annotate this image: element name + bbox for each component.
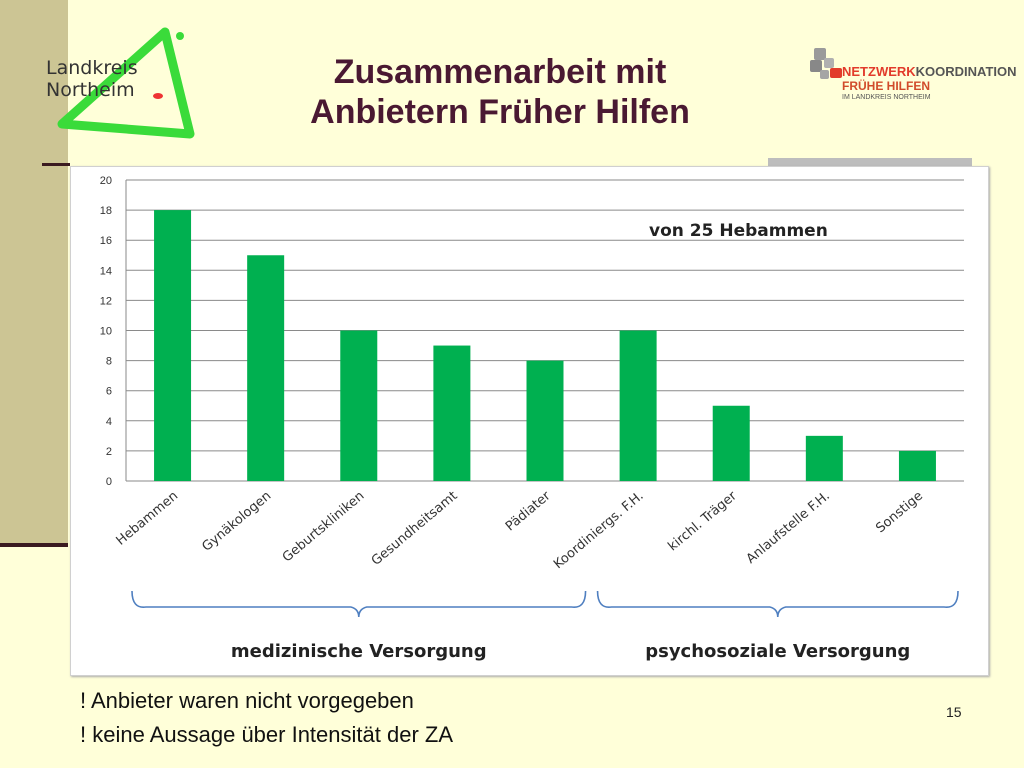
y-tick-label: 14 xyxy=(100,265,112,277)
logo-right-line2: FRÜHE HILFEN xyxy=(842,79,930,93)
y-tick-label: 6 xyxy=(106,386,112,398)
bar xyxy=(805,435,843,481)
title-line2: Anbietern Früher Hilfen xyxy=(310,93,690,131)
y-tick-label: 2 xyxy=(106,446,112,458)
landkreis-logo-text: Landkreis Northeim xyxy=(46,57,138,101)
note-line1: ! Anbieter waren nicht vorgegeben xyxy=(80,688,414,713)
landkreis-logo xyxy=(40,24,210,144)
x-tick-label: Geburtskliniken xyxy=(280,489,368,566)
page-title: Zusammenarbeit mit Anbietern Früher Hilf… xyxy=(230,52,770,132)
x-tick-label: Koordiniergs. F.H. xyxy=(551,489,647,573)
bar-chart: 0 2 4 6 8 10 12 14 16 18 20 Hebammen Gynäkologen Gebu… xyxy=(100,175,964,662)
header-divider-right xyxy=(768,158,972,166)
title-line1: Zusammenarbeit mit xyxy=(333,53,667,91)
bar xyxy=(898,450,936,481)
notes: ! Anbieter waren nicht vorgegeben ! kein… xyxy=(80,684,453,752)
y-tick-label: 18 xyxy=(100,205,112,217)
group-brace xyxy=(596,590,959,618)
bar xyxy=(712,405,750,481)
header-divider-left xyxy=(42,163,70,166)
bar xyxy=(433,345,471,481)
y-tick-label: 8 xyxy=(106,356,112,368)
y-tick-label: 4 xyxy=(106,416,112,428)
logo-left-line1: Landkreis xyxy=(46,57,138,79)
y-tick-label: 12 xyxy=(100,295,112,307)
note-line2: ! keine Aussage über Intensität der ZA xyxy=(80,722,454,747)
page-number: 15 xyxy=(946,704,962,720)
left-decor-line xyxy=(0,543,68,547)
x-tick-label: Anlaufstelle F.H. xyxy=(744,489,833,567)
landkreis-logo-icon xyxy=(57,27,195,139)
logo-left-line2: Northeim xyxy=(46,79,135,101)
logo-right-part2: KOORDINATION xyxy=(915,64,1017,79)
x-tick-label: Gynäkologen xyxy=(199,489,274,555)
bar xyxy=(154,210,192,481)
y-tick-label: 16 xyxy=(100,235,112,247)
x-tick-label: Hebammen xyxy=(114,489,182,549)
group-label: medizinische Versorgung xyxy=(231,641,487,662)
logo-right-line3: IM LANDKREIS NORTHEIM xyxy=(842,94,931,101)
x-tick-label: kirchl. Träger xyxy=(665,488,740,554)
chart-frame: 0 2 4 6 8 10 12 14 16 18 20 Hebammen Gynäkologen Gebu… xyxy=(70,166,989,676)
bar xyxy=(340,330,378,481)
netzwerk-logo: NETZWERKKOORDINATION FRÜHE HILFEN IM LAN… xyxy=(800,44,1017,106)
bar xyxy=(526,360,564,481)
x-tick-label: Gesundheitsamt xyxy=(369,489,461,569)
bar xyxy=(247,255,285,481)
x-tick-label: Pädiater xyxy=(503,488,554,534)
bar xyxy=(619,330,657,481)
y-tick-label: 20 xyxy=(100,175,112,187)
group-label: psychosoziale Versorgung xyxy=(645,641,910,662)
y-tick-label: 0 xyxy=(106,476,112,488)
logo-right-line1: NETZWERKKOORDINATION xyxy=(842,64,1017,79)
group-brace xyxy=(131,590,587,618)
left-decor-strip xyxy=(0,0,68,545)
puzzle-icon xyxy=(810,48,842,79)
y-tick-label: 10 xyxy=(100,326,112,338)
x-tick-label: Sonstige xyxy=(873,489,926,537)
chart-annotation: von 25 Hebammen xyxy=(649,221,828,241)
logo-right-part1: NETZWERK xyxy=(842,64,916,79)
